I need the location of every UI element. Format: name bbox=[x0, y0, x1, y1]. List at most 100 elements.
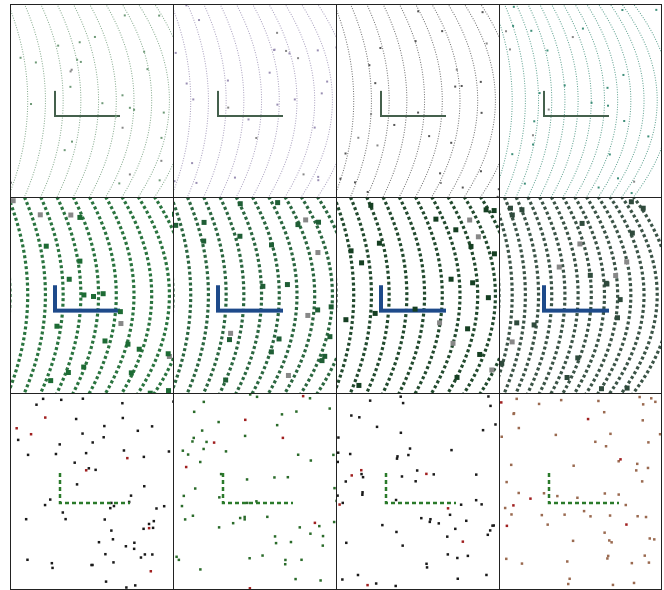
noise-point bbox=[57, 45, 59, 47]
sparse-point bbox=[567, 583, 570, 586]
sparse-point bbox=[556, 495, 559, 498]
sparse-point bbox=[193, 411, 196, 414]
sparse-point bbox=[362, 476, 365, 479]
sparse-point bbox=[232, 522, 235, 525]
noise-point bbox=[133, 109, 135, 111]
noise-point bbox=[295, 222, 300, 227]
sparse-point bbox=[641, 419, 644, 422]
noise-point bbox=[621, 9, 623, 11]
noise-point bbox=[329, 304, 334, 309]
scan-ring bbox=[445, 192, 478, 398]
sparse-point bbox=[572, 464, 575, 467]
noise-point bbox=[486, 295, 491, 300]
noise-point bbox=[513, 6, 515, 8]
sparse-point bbox=[85, 469, 88, 472]
sparse-point bbox=[192, 515, 195, 518]
noise-point bbox=[428, 135, 430, 137]
sparse-point bbox=[645, 516, 648, 519]
sparse-point bbox=[505, 558, 508, 561]
sparse-point bbox=[239, 517, 242, 520]
noise-point bbox=[631, 192, 633, 194]
sparse-point bbox=[123, 449, 126, 452]
noise-point bbox=[255, 137, 257, 139]
sparse-point bbox=[243, 518, 246, 521]
scan-ring bbox=[348, 192, 371, 398]
sparse-point bbox=[456, 557, 459, 560]
sparse-point bbox=[26, 559, 29, 562]
noise-point bbox=[481, 112, 483, 114]
sparse-point bbox=[273, 476, 276, 479]
noise-point bbox=[195, 182, 197, 184]
scan-ring bbox=[6, 0, 28, 202]
sparse-point bbox=[199, 461, 202, 464]
sparse-point bbox=[541, 514, 544, 517]
sparse-point bbox=[205, 441, 208, 444]
noise-point bbox=[297, 57, 299, 59]
sparse-point bbox=[151, 425, 154, 428]
noise-point bbox=[393, 124, 395, 126]
sparse-point bbox=[606, 557, 609, 560]
sparse-point bbox=[225, 450, 228, 453]
noise-point bbox=[322, 354, 327, 359]
noise-point bbox=[237, 234, 242, 239]
noise-point bbox=[618, 297, 623, 302]
noise-point bbox=[101, 102, 103, 104]
sparse-point bbox=[199, 568, 202, 571]
sparse-point bbox=[314, 522, 317, 525]
noise-point bbox=[228, 331, 233, 336]
sparse-point bbox=[112, 538, 115, 541]
noise-point bbox=[326, 81, 328, 83]
noise-point bbox=[598, 187, 600, 189]
sparse-point bbox=[460, 503, 463, 506]
sparse-point bbox=[607, 555, 610, 558]
sparse-point bbox=[638, 396, 641, 399]
sparse-point bbox=[290, 541, 293, 544]
noise-point bbox=[532, 134, 534, 136]
sparse-point bbox=[513, 412, 516, 415]
noise-point bbox=[129, 370, 134, 375]
sparse-point bbox=[27, 454, 30, 457]
sparse-point bbox=[647, 441, 650, 444]
noise-point bbox=[588, 273, 593, 278]
sparse-point bbox=[521, 562, 524, 565]
noise-point bbox=[379, 47, 381, 49]
sparse-point bbox=[643, 554, 646, 557]
scan-ring bbox=[630, 0, 664, 202]
scan-ring bbox=[169, 0, 191, 202]
noise-point bbox=[146, 68, 148, 70]
sparse-point bbox=[429, 521, 432, 524]
scan-ring bbox=[87, 0, 117, 202]
noise-point bbox=[316, 220, 321, 225]
object-outline bbox=[386, 473, 456, 503]
object-outline bbox=[223, 473, 293, 503]
noise-point bbox=[548, 109, 550, 111]
noise-point bbox=[166, 388, 171, 393]
sparse-point bbox=[218, 526, 221, 529]
noise-point bbox=[118, 182, 120, 184]
sparse-point bbox=[163, 505, 166, 508]
noise-point bbox=[80, 61, 82, 63]
sparse-point bbox=[597, 400, 600, 403]
scan-ring bbox=[151, 0, 187, 202]
noise-point bbox=[70, 70, 72, 72]
sparse-point bbox=[62, 511, 65, 513]
sparse-point bbox=[633, 582, 636, 585]
sparse-point bbox=[515, 398, 518, 401]
sparse-point bbox=[42, 398, 45, 401]
noise-point bbox=[539, 92, 541, 94]
sparse-point bbox=[361, 491, 364, 494]
point-cloud-grid bbox=[0, 0, 664, 590]
sparse-point bbox=[566, 560, 569, 563]
noise-point bbox=[198, 19, 200, 21]
sparse-point bbox=[650, 397, 653, 400]
sparse-point bbox=[358, 416, 361, 419]
sparse-point bbox=[181, 505, 184, 508]
noise-point bbox=[376, 144, 378, 146]
noise-point bbox=[288, 52, 290, 54]
noise-point bbox=[94, 36, 96, 38]
sparse-point bbox=[449, 514, 452, 517]
sparse-point bbox=[635, 469, 638, 472]
sparse-point bbox=[396, 457, 399, 460]
sparse-point bbox=[489, 529, 492, 532]
noise-point bbox=[191, 162, 193, 164]
